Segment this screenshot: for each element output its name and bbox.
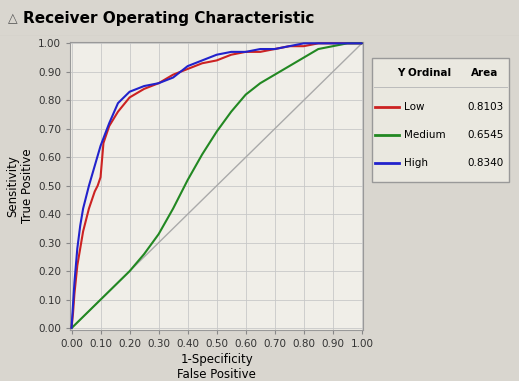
Text: Low: Low <box>404 102 425 112</box>
Text: 0.6545: 0.6545 <box>467 130 503 140</box>
Text: 0.8340: 0.8340 <box>467 158 503 168</box>
Text: △: △ <box>8 12 18 25</box>
Text: Y Ordinal: Y Ordinal <box>397 69 451 78</box>
Text: Receiver Operating Characteristic: Receiver Operating Characteristic <box>23 11 315 26</box>
Text: Area: Area <box>471 69 499 78</box>
Y-axis label: Sensitivity
True Positive: Sensitivity True Positive <box>6 149 34 223</box>
Text: High: High <box>404 158 429 168</box>
X-axis label: 1-Specificity
False Positive: 1-Specificity False Positive <box>177 353 256 381</box>
FancyBboxPatch shape <box>373 58 509 182</box>
Text: 0.8103: 0.8103 <box>467 102 503 112</box>
Text: Medium: Medium <box>404 130 446 140</box>
